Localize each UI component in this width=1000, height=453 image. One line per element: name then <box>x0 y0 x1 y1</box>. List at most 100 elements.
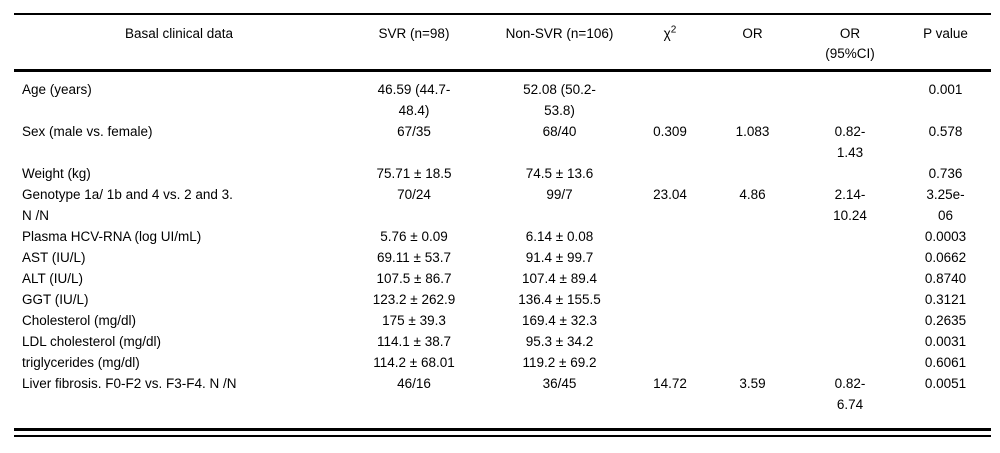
p-value-cell: 0.3121 <box>924 292 967 307</box>
chi-symbol: χ <box>663 26 671 41</box>
bottom-rule-thick <box>14 428 991 431</box>
p-value-cell: 0.6061 <box>924 355 967 370</box>
or-ci-cell <box>800 163 900 184</box>
table-row-plasma-hcv-rna: Plasma HCV-RNA (log UI/mL) 5.76 ± 0.09 6… <box>14 226 991 247</box>
or-ci-cell <box>800 331 900 352</box>
chi2-cell <box>635 268 705 289</box>
non-svr-cell: 107.4 ± 89.4 <box>522 271 597 286</box>
table-row-ast: AST (IU/L) 69.11 ± 53.7 91.4 ± 99.7 0.06… <box>14 247 991 268</box>
or-cell: 1.083 <box>735 124 770 139</box>
p-value-cell: 0.0051 <box>924 376 967 391</box>
non-svr-cell: 136.4 ± 155.5 <box>518 292 601 307</box>
non-svr-cell: 119.2 ± 69.2 <box>522 355 597 370</box>
row-label: Liver fibrosis. F0-F2 vs. F3-F4. N /N <box>22 376 237 391</box>
or-ci-cell: 0.82- 1.43 <box>834 124 866 160</box>
or-ci-cell: 2.14- 10.24 <box>833 187 867 223</box>
svr-cell: 114.2 ± 68.01 <box>373 355 455 370</box>
row-label: Sex (male vs. female) <box>22 124 153 139</box>
non-svr-cell: 99/7 <box>546 187 573 202</box>
table-row-sex: Sex (male vs. female) 67/35 68/40 0.309 … <box>14 121 991 163</box>
or-cell <box>705 247 800 268</box>
non-svr-cell: 52.08 (50.2- 53.8) <box>523 82 596 118</box>
or-ci-cell <box>800 352 900 373</box>
or-cell <box>705 310 800 331</box>
or-ci-cell <box>800 247 900 268</box>
chi2-cell: 14.72 <box>653 376 687 391</box>
svr-cell: 46.59 (44.7- 48.4) <box>377 82 451 118</box>
svr-cell: 69.11 ± 53.7 <box>377 250 451 265</box>
non-svr-cell: 68/40 <box>542 124 577 139</box>
row-label: Genotype 1a/ 1b and 4 vs. 2 and 3. N /N <box>22 187 233 223</box>
column-header-p-value: P value <box>900 14 991 72</box>
or-cell <box>705 226 800 247</box>
chi2-cell: 23.04 <box>653 187 687 202</box>
svr-cell: 67/35 <box>397 124 431 139</box>
row-label: LDL cholesterol (mg/dl) <box>22 334 162 349</box>
row-label: Weight (kg) <box>22 166 91 181</box>
chi2-cell: 0.309 <box>653 124 687 139</box>
non-svr-cell: 74.5 ± 13.6 <box>525 166 594 181</box>
svr-cell: 175 ± 39.3 <box>382 313 446 328</box>
p-value-cell: 0.0662 <box>924 250 967 265</box>
table-row-triglycerides: triglycerides (mg/dl) 114.2 ± 68.01 119.… <box>14 352 991 373</box>
svr-cell: 123.2 ± 262.9 <box>372 292 456 307</box>
chi2-cell <box>635 226 705 247</box>
svr-cell: 5.76 ± 0.09 <box>380 229 448 244</box>
svr-cell: 70/24 <box>397 187 431 202</box>
row-label: ALT (IU/L) <box>22 271 84 286</box>
p-value-cell: 0.0003 <box>924 229 967 244</box>
or-cell <box>705 163 800 184</box>
or-cell <box>705 289 800 310</box>
table-row-weight: Weight (kg) 75.71 ± 18.5 74.5 ± 13.6 0.7… <box>14 163 991 184</box>
p-value-cell: 0.2635 <box>924 313 967 328</box>
chi2-cell <box>635 352 705 373</box>
or-cell <box>705 331 800 352</box>
non-svr-cell: 95.3 ± 34.2 <box>525 334 594 349</box>
or-ci-cell <box>800 268 900 289</box>
p-value-cell: 0.578 <box>928 124 963 139</box>
non-svr-cell: 36/45 <box>542 376 577 391</box>
non-svr-cell: 91.4 ± 99.7 <box>525 250 594 265</box>
basal-clinical-data-table-wrap: Basal clinical data SVR (n=98) Non-SVR (… <box>14 13 991 437</box>
chi2-cell <box>635 247 705 268</box>
or-cell <box>705 268 800 289</box>
or-ci-cell <box>800 289 900 310</box>
or-ci-cell <box>800 71 900 122</box>
p-value-cell: 0.8740 <box>924 271 967 286</box>
column-header-or: OR <box>705 14 800 72</box>
table-header-row: Basal clinical data SVR (n=98) Non-SVR (… <box>14 14 991 72</box>
table-row-age: Age (years) 46.59 (44.7- 48.4) 52.08 (50… <box>14 71 991 122</box>
column-header-chi-squared: χ2 <box>635 14 705 72</box>
p-value-cell: 3.25e- 06 <box>926 187 965 223</box>
p-value-cell: 0.0031 <box>924 334 967 349</box>
chi2-cell <box>635 163 705 184</box>
non-svr-cell: 6.14 ± 0.08 <box>525 229 594 244</box>
p-value-cell: 0.001 <box>928 82 963 97</box>
column-header-or-95ci: OR (95%CI) <box>800 14 900 72</box>
or-cell: 3.59 <box>739 376 766 391</box>
p-value-cell: 0.736 <box>928 166 963 181</box>
row-label: Cholesterol (mg/dl) <box>22 313 137 328</box>
or-ci-cell: 0.82- 6.74 <box>834 376 866 412</box>
table-header: Basal clinical data SVR (n=98) Non-SVR (… <box>14 14 991 72</box>
column-header-svr: SVR (n=98) <box>344 14 484 72</box>
chi2-cell <box>635 310 705 331</box>
chi2-cell <box>635 331 705 352</box>
table-row-genotype: Genotype 1a/ 1b and 4 vs. 2 and 3. N /N … <box>14 184 991 226</box>
chi2-cell <box>635 289 705 310</box>
column-header-non-svr: Non-SVR (n=106) <box>484 14 635 72</box>
chi-superscript: 2 <box>670 24 677 36</box>
table-row-liver-fibrosis: Liver fibrosis. F0-F2 vs. F3-F4. N /N 46… <box>14 373 991 428</box>
or-cell <box>705 71 800 122</box>
table-row-cholesterol: Cholesterol (mg/dl) 175 ± 39.3 169.4 ± 3… <box>14 310 991 331</box>
row-label: triglycerides (mg/dl) <box>22 355 140 370</box>
or-ci-cell <box>800 310 900 331</box>
or-cell <box>705 352 800 373</box>
svr-cell: 114.1 ± 38.7 <box>377 334 451 349</box>
or-ci-cell <box>800 226 900 247</box>
column-header-basal-clinical-data: Basal clinical data <box>14 14 344 72</box>
table-row-alt: ALT (IU/L) 107.5 ± 86.7 107.4 ± 89.4 0.8… <box>14 268 991 289</box>
svr-cell: 75.71 ± 18.5 <box>376 166 452 181</box>
row-label: Age (years) <box>22 82 92 97</box>
